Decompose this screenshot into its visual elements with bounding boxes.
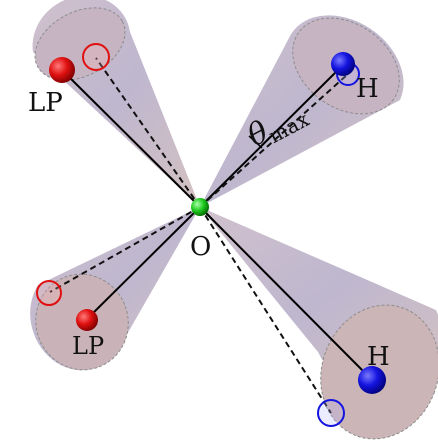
lone-pair-upper-sphere: [49, 57, 75, 83]
lp-lower-edge-marker: [36, 280, 62, 306]
dashed-line-lp-upper: [95, 57, 201, 208]
lone-pair-lower-sphere: [76, 309, 98, 331]
lp-upper-edge-marker: [82, 43, 110, 71]
bond-line-lp-lower: [85, 206, 201, 321]
dashed-line-lp-lower: [49, 206, 201, 293]
bond-line-h-upper: [199, 64, 344, 208]
hydrogen-upper-sphere: [331, 52, 355, 76]
bond-line-h-lower: [199, 206, 373, 381]
dashed-line-h-upper: [199, 73, 349, 208]
label-lp-lower: LP: [72, 332, 104, 360]
label-h-lower: H: [367, 342, 390, 372]
label-oxygen: O: [190, 232, 211, 262]
oxygen-sphere: [191, 198, 209, 216]
theta-max-tick: [248, 135, 263, 149]
bond-line-lp-upper: [61, 69, 201, 208]
hydrogen-lower-sphere: [358, 366, 386, 394]
label-h-upper: H: [356, 74, 379, 104]
theta-max-arc: [260, 135, 272, 147]
h-lower-edge-marker: [317, 399, 345, 427]
label-lp-upper: LP: [28, 88, 63, 118]
dashed-line-h-lower: [199, 206, 332, 414]
